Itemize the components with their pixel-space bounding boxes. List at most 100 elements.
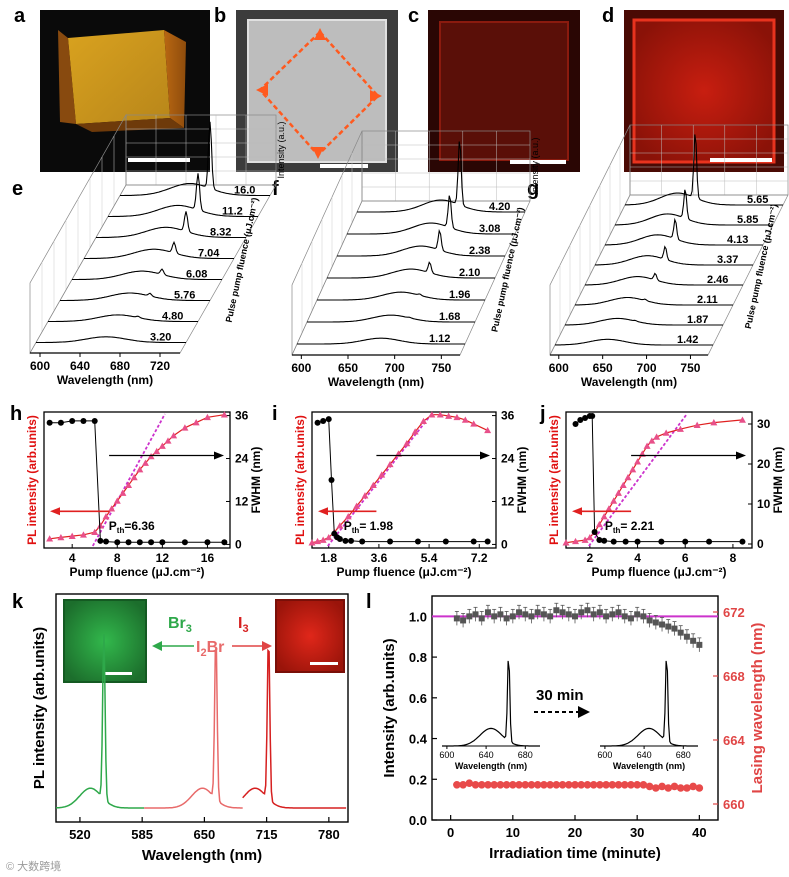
- fluence-label: 5.65: [747, 194, 768, 206]
- panel-label-f: f: [272, 178, 279, 200]
- spectrum-line: [84, 240, 234, 260]
- spectrum-line: [297, 337, 465, 345]
- fluence-label: 2.46: [707, 274, 728, 286]
- fwhm-point: [328, 477, 335, 483]
- x-tick-label: 520: [69, 827, 91, 842]
- threshold-value: =6.36: [124, 519, 155, 533]
- intensity-point: [646, 617, 653, 624]
- fwhm-point: [136, 539, 143, 546]
- fwhm-point: [320, 417, 327, 424]
- y2-tick-label: 30: [757, 417, 771, 431]
- fwhm-point: [484, 538, 491, 545]
- inset-green-scale-bar: [104, 672, 132, 675]
- wavelength-point: [571, 781, 579, 789]
- pl-point: [102, 513, 110, 520]
- spectrum-line: [347, 195, 515, 235]
- fwhm-point: [601, 537, 608, 544]
- y2-axis-label: Lasing wavelength (nm): [749, 623, 766, 794]
- intensity-point: [590, 611, 597, 618]
- plot-frame: [565, 411, 753, 549]
- y-tick-label: 0.0: [409, 813, 427, 828]
- threshold-label: Pth= 1.98: [344, 519, 394, 535]
- wavelength-point: [496, 781, 505, 789]
- fwhm-point: [596, 537, 603, 543]
- spectrum-line: [108, 173, 258, 218]
- spectrum-line: [48, 314, 198, 323]
- threshold-value: = 2.21: [620, 519, 654, 533]
- intensity-point: [528, 613, 535, 620]
- label-i3-sub: 3: [242, 623, 248, 635]
- fit-line: [588, 413, 688, 547]
- pl-point: [595, 520, 603, 528]
- spectrum-line: [565, 317, 723, 326]
- inset-red-scale-bar: [310, 662, 338, 665]
- intensity-point: [609, 611, 616, 618]
- wavelength-point: [465, 779, 474, 787]
- scale-bar-b: [320, 164, 368, 168]
- threshold-p: P: [344, 519, 352, 533]
- intensity-point: [516, 609, 523, 616]
- y2-axis-label: FWHM (nm): [249, 447, 263, 514]
- pl-point: [361, 492, 369, 499]
- inset-spectrum: [442, 660, 540, 747]
- fluence-label: 1.68: [439, 311, 460, 323]
- spectrum-line: [605, 217, 763, 246]
- spectrum-line: [337, 228, 505, 257]
- fwhm-point: [342, 537, 349, 544]
- fwhm-point: [387, 538, 394, 545]
- x-tick-label: 7.2: [471, 551, 488, 565]
- wavelength-point: [627, 781, 635, 789]
- pl-point: [420, 417, 428, 425]
- wavelength-point: [515, 781, 523, 789]
- intensity-point: [627, 615, 634, 622]
- inset-red-image: [275, 599, 345, 673]
- pl-point: [181, 424, 189, 431]
- threshold-sub: th: [613, 526, 621, 535]
- spectrum-line: [357, 141, 525, 213]
- wavelength-point: [533, 781, 542, 789]
- fwhm-point: [442, 538, 449, 545]
- pl-point: [445, 412, 453, 419]
- threshold-sub: th: [352, 526, 360, 535]
- wavelength-point: [639, 781, 648, 789]
- pl-point: [353, 502, 361, 509]
- wavelength-point: [676, 784, 685, 792]
- fwhm-point: [470, 538, 477, 545]
- wavelength-point: [645, 782, 654, 791]
- x-tick-label: 750: [431, 361, 451, 375]
- x-tick-label: 600: [291, 361, 311, 375]
- x-tick-label: 780: [318, 827, 340, 842]
- x-axis-label: Pump fluence (μJ.cm⁻²): [336, 565, 471, 579]
- wavelength-point: [484, 781, 492, 789]
- wavelength-point: [633, 781, 641, 789]
- spectrum-Br3: [55, 634, 145, 809]
- fwhm-point: [634, 538, 641, 545]
- pl-point: [125, 481, 133, 489]
- x-tick-label: 4: [69, 551, 76, 565]
- intensity-point: [665, 623, 672, 630]
- right-arrowhead: [214, 451, 224, 460]
- threshold-label: Pth= 2.21: [605, 519, 655, 535]
- fluence-label: 11.2: [222, 206, 243, 218]
- x-tick-label: 640: [70, 359, 90, 373]
- fwhm-point: [572, 421, 579, 427]
- x-tick-label: 8: [730, 551, 737, 565]
- fwhm-point: [204, 539, 211, 546]
- fluence-label: 7.04: [198, 248, 220, 260]
- pl-point: [693, 421, 701, 428]
- x-axis-label: Wavelength (nm): [581, 375, 677, 389]
- y2-tick-label: 36: [235, 409, 249, 423]
- pl-point: [653, 433, 661, 440]
- red-arrowhead: [262, 641, 272, 651]
- pl-point: [119, 489, 127, 496]
- y2-tick-label: 12: [235, 494, 249, 508]
- intensity-point: [466, 613, 473, 620]
- threshold-plot-i: 1.8 3.6 5.4 7.2 0 12 24 36 Pump fluence (μJ.cm⁻²…: [293, 409, 529, 579]
- panel-label-c: c: [408, 5, 419, 27]
- pl-point: [634, 458, 642, 465]
- intensity-point: [540, 611, 547, 618]
- fwhm-point: [582, 415, 589, 421]
- pl-point: [319, 536, 327, 543]
- x-tick-label: 715: [256, 827, 278, 842]
- pl-point: [57, 533, 65, 541]
